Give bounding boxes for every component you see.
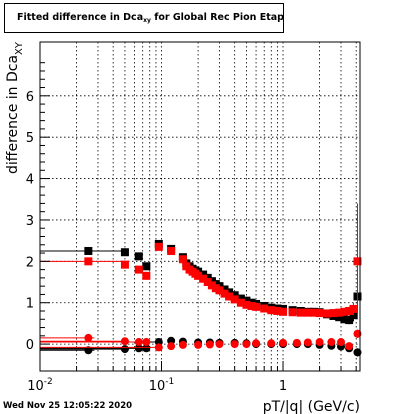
chart-title-main: Fitted difference in Dca	[17, 12, 144, 23]
data-point-circle	[142, 338, 151, 347]
data-point-square	[236, 294, 245, 303]
y-axis-label: difference in DcaXY	[5, 41, 25, 174]
data-point-square	[225, 288, 234, 297]
data-point-square	[267, 306, 276, 315]
data-point-circle	[279, 338, 288, 347]
data-point-circle	[252, 339, 261, 348]
x-tick-label-exponent: -2	[44, 377, 53, 387]
data-point-square	[199, 270, 208, 279]
data-point-square	[288, 308, 297, 317]
data-point-circle	[84, 333, 93, 342]
data-point-circle	[353, 329, 362, 338]
data-point-square	[120, 248, 129, 257]
data-point-square	[199, 274, 208, 283]
data-point-circle	[353, 348, 362, 357]
data-point-square	[340, 315, 349, 324]
x-tick-label: 10-1	[149, 377, 175, 394]
data-point-square	[142, 271, 151, 280]
data-point-square	[242, 296, 251, 305]
chart-axes: 10-2 10-1 1 0 1 2 3 4 5 6 pT/|q| (GeV/c) difference…	[5, 41, 360, 414]
data-point-circle	[154, 343, 163, 352]
data-point-square	[215, 286, 224, 295]
timestamp: Wed Nov 25 12:05:22 2020	[3, 401, 133, 411]
data-point-circle	[327, 338, 336, 347]
chart-marks	[40, 203, 362, 357]
chart-title-subscript: xy	[143, 17, 151, 24]
data-point-square	[303, 308, 312, 317]
data-point-square	[252, 302, 261, 311]
chart-title: Fitted difference in Dcaxy for Global Re…	[4, 3, 284, 33]
data-point-circle	[303, 338, 312, 347]
data-point-square	[134, 252, 143, 261]
y-tick-label: 3	[26, 214, 34, 229]
y-axis-label-subscript: XY	[14, 41, 25, 55]
data-point-circle	[215, 340, 224, 349]
data-point-circle	[194, 340, 203, 349]
data-point-square	[335, 308, 344, 317]
series-1	[84, 203, 362, 320]
data-point-circle	[242, 340, 251, 349]
data-point-circle	[205, 340, 214, 349]
data-point-square	[236, 298, 245, 307]
data-point-square	[345, 316, 354, 325]
data-point-circle	[292, 338, 301, 347]
data-point-square	[340, 307, 349, 316]
data-point-square	[225, 292, 234, 301]
data-point-square	[247, 302, 256, 311]
x-tick-label-exponent: -1	[165, 377, 174, 387]
data-point-circle	[315, 338, 324, 347]
x-tick-label: 10-2	[27, 377, 53, 394]
y-tick-label: 5	[26, 131, 34, 146]
data-point-square	[345, 306, 354, 315]
x-axis-label: pT/|q| (GeV/c)	[263, 399, 360, 414]
data-point-square	[120, 260, 129, 269]
chart-grid	[40, 42, 360, 371]
data-point-square	[134, 265, 143, 274]
data-point-square	[220, 285, 229, 294]
data-point-square	[230, 295, 239, 304]
data-point-square	[220, 289, 229, 298]
data-point-square	[329, 309, 338, 318]
data-point-square	[194, 271, 203, 280]
data-point-square	[296, 308, 305, 317]
y-tick-label: 0	[26, 338, 34, 353]
x-tick-label: 1	[279, 379, 287, 394]
data-point-circle	[120, 337, 129, 346]
data-point-circle	[345, 342, 354, 351]
y-tick-label: 4	[26, 173, 34, 188]
data-point-square	[260, 304, 269, 313]
data-point-square	[154, 242, 163, 251]
chart-title-tail: for Global Rec Pion EtapT	[150, 12, 284, 23]
data-point-circle	[178, 340, 187, 349]
data-point-square	[279, 307, 288, 316]
data-point-square	[142, 262, 151, 271]
y-axis-label-main: difference in Dca	[5, 55, 21, 174]
data-point-circle	[230, 340, 239, 349]
plot-frame	[39, 41, 361, 372]
data-point-square	[335, 313, 344, 322]
data-point-square	[349, 304, 358, 313]
data-point-circle	[167, 342, 176, 351]
data-point-square	[178, 255, 187, 264]
y-tick-label: 6	[26, 90, 34, 105]
data-point-square	[322, 309, 331, 318]
data-point-square	[273, 306, 282, 315]
data-point-square	[315, 309, 324, 318]
data-point-square	[353, 257, 362, 266]
y-tick-label: 2	[26, 255, 34, 270]
data-point-circle	[120, 345, 129, 354]
data-point-square	[230, 291, 239, 300]
data-point-circle	[337, 338, 346, 347]
data-point-circle	[142, 344, 151, 353]
data-point-square	[310, 308, 319, 317]
y-tick-label: 1	[26, 297, 34, 312]
data-point-circle	[267, 339, 276, 348]
data-point-square	[167, 246, 176, 255]
data-point-square	[203, 273, 212, 282]
series-3	[40, 329, 362, 352]
data-point-square	[203, 278, 212, 287]
data-point-square	[242, 300, 251, 309]
